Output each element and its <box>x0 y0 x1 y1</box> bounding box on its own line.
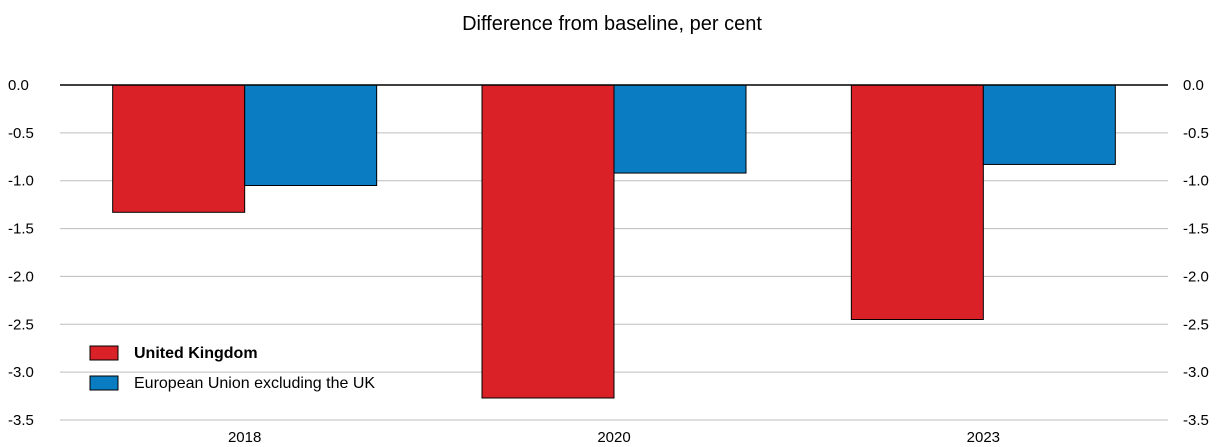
y-tick-label-left: -1.0 <box>8 173 34 190</box>
legend-swatch <box>89 375 119 391</box>
bar-eu-excluding-uk-2020 <box>613 84 747 174</box>
y-axis-left: 0.0 -0.5 -1.0 -1.5 -2.0 -2.5 -3.0 -3.5 <box>8 77 34 429</box>
bar-united-kingdom-2020 <box>481 84 615 399</box>
y-tick-label-right: -3.5 <box>1183 412 1209 429</box>
bars <box>112 84 1116 399</box>
legend-swatch <box>89 345 119 361</box>
legend: United Kingdom European Union excluding t… <box>89 345 375 392</box>
y-tick-label-left: -2.5 <box>8 316 34 333</box>
x-tick-label: 2018 <box>228 429 261 446</box>
y-axis-right: 0.0 -0.5 -1.0 -1.5 -2.0 -2.5 -3.0 -3.5 <box>1183 77 1209 429</box>
x-axis: 2018 2020 2023 <box>228 429 1000 446</box>
y-tick-label-left: -3.5 <box>8 412 34 429</box>
chart-title: Difference from baseline, per cent <box>462 13 762 35</box>
y-tick-label-left: -1.5 <box>8 221 34 238</box>
y-tick-label-right: -2.0 <box>1183 268 1209 285</box>
y-tick-label-right: -1.5 <box>1183 221 1209 238</box>
y-tick-label-right: -0.5 <box>1183 125 1209 142</box>
bar-eu-excluding-uk-2023 <box>982 84 1116 165</box>
y-tick-label-left: -2.0 <box>8 268 34 285</box>
y-tick-label-right: 0.0 <box>1183 77 1204 94</box>
bar-united-kingdom-2018 <box>112 84 246 213</box>
legend-label: European Union excluding the UK <box>134 375 375 392</box>
x-tick-label: 2023 <box>967 429 1000 446</box>
legend-label: United Kingdom <box>134 345 258 362</box>
bar-united-kingdom-2023 <box>850 84 984 320</box>
bar-eu-excluding-uk-2018 <box>244 84 378 186</box>
y-tick-label-right: -2.5 <box>1183 316 1209 333</box>
y-tick-label-left: -3.0 <box>8 364 34 381</box>
y-tick-label-left: -0.5 <box>8 125 34 142</box>
x-tick-label: 2020 <box>597 429 630 446</box>
y-tick-label-right: -1.0 <box>1183 173 1209 190</box>
y-tick-label-right: -3.0 <box>1183 364 1209 381</box>
y-tick-label-left: 0.0 <box>8 77 29 94</box>
